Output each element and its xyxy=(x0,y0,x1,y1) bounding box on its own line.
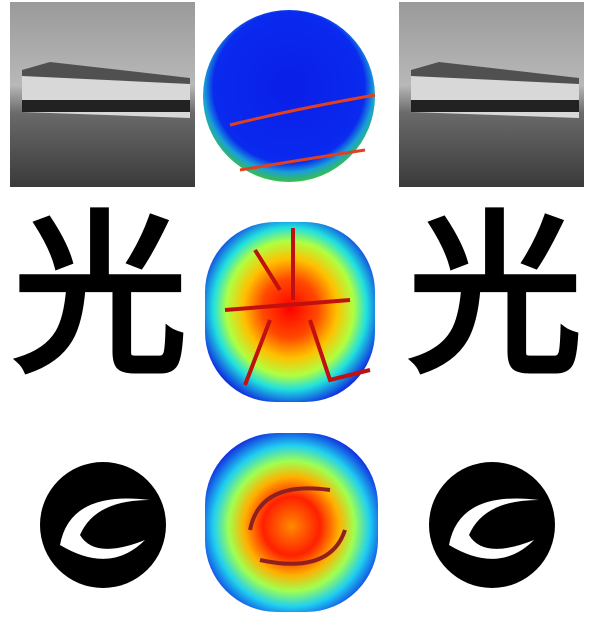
heatmap-glyph xyxy=(205,222,375,402)
train-image-input xyxy=(10,2,195,187)
glyph-input: 光 xyxy=(13,194,188,399)
heatmap-train xyxy=(203,10,376,182)
glyph-output: 光 xyxy=(408,194,583,399)
logo-input xyxy=(40,462,166,588)
train-image-output xyxy=(399,2,584,187)
heatmap-logo xyxy=(205,433,378,612)
logo-output xyxy=(429,462,555,588)
